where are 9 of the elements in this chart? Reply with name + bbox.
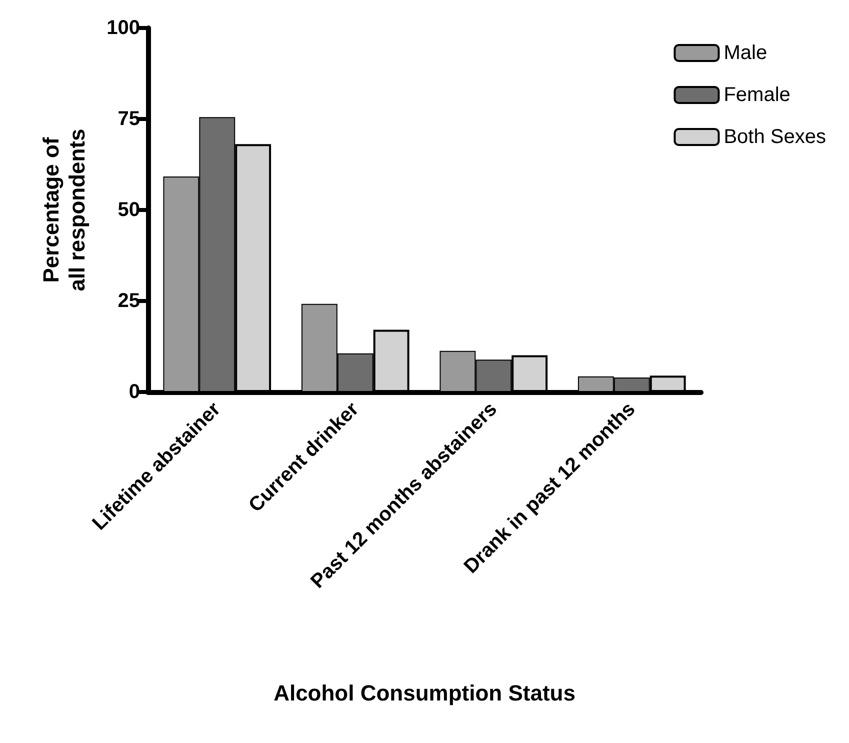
- legend-label: Male: [724, 42, 768, 64]
- y-tick-label: 100: [106, 17, 140, 39]
- y-axis-title: Percentage of all respondents: [38, 128, 90, 292]
- y-tick-label: 25: [118, 290, 140, 312]
- y-tick-label: 50: [118, 199, 140, 221]
- legend-label: Female: [724, 84, 790, 106]
- x-axis-title: Alcohol Consumption Status: [274, 680, 576, 706]
- y-tick-label: 75: [118, 108, 140, 130]
- legend-label: Both Sexes: [724, 126, 826, 148]
